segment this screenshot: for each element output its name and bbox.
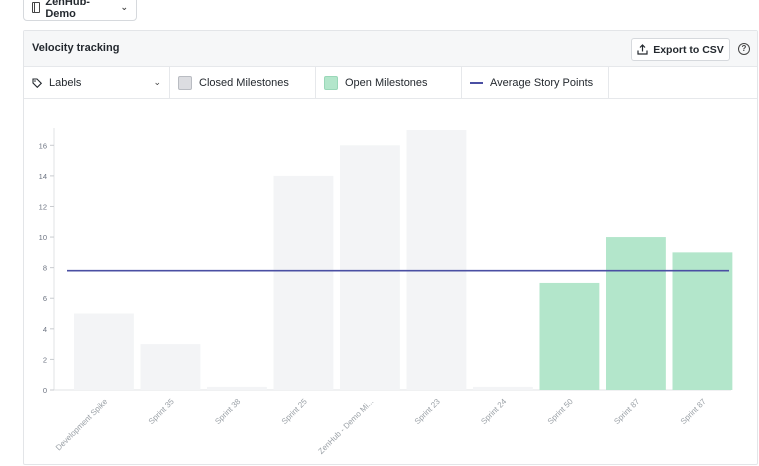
x-tick-label: Sprint 23 [413,397,442,426]
legend-closed-label: Closed Milestones [199,76,289,89]
bar-closed-milestone [406,130,467,390]
x-tick-label: Sprint 87 [612,397,641,426]
y-tick-label: 12 [39,202,47,211]
x-tick-label: Development Spike [54,397,110,453]
x-tick-label: Sprint 87 [679,397,708,426]
book-icon [32,2,41,13]
repo-selector-button[interactable]: ZenHub-Demo ⌄ [23,0,137,21]
x-tick-label: Sprint 35 [147,397,176,426]
x-tick-label: Sprint 25 [280,397,309,426]
export-csv-label: Export to CSV [653,43,724,56]
legend-open-milestones[interactable]: Open Milestones [316,67,462,98]
legend-open-label: Open Milestones [345,76,428,89]
y-tick-label: 10 [39,233,47,242]
chevron-down-icon: ⌄ [153,77,161,87]
y-tick-label: 16 [39,141,47,150]
help-icon[interactable]: ? [738,43,750,55]
open-swatch [324,75,338,90]
average-line-swatch [470,81,483,84]
y-tick-label: 2 [43,355,47,364]
y-tick-label: 14 [39,172,47,181]
x-tick-label: Sprint 50 [546,397,575,426]
bar-closed-milestone [74,313,134,390]
x-tick-label: Sprint 38 [213,397,242,426]
labels-filter-label: Labels [49,76,82,89]
panel-title: Velocity tracking [32,42,120,54]
chevron-down-icon: ⌄ [120,2,128,12]
bar-open-milestone [539,282,600,390]
legend-average-label: Average Story Points [490,76,594,89]
x-tick-label: ZenHub - Demo Mi... [316,397,375,456]
legend-closed-milestones[interactable]: Closed Milestones [170,67,316,98]
repo-selector-label: ZenHub-Demo [45,0,90,20]
tag-icon [32,77,42,88]
y-tick-label: 4 [43,325,47,334]
y-tick-label: 6 [43,294,47,303]
legend-average-story-points[interactable]: Average Story Points [462,67,609,98]
bar-closed-milestone [273,175,334,390]
bar-closed-milestone [207,386,267,390]
y-tick-label: 8 [43,264,47,273]
panel-header: Velocity tracking Export to CSV ? [24,31,757,67]
bar-closed-milestone [473,386,533,390]
labels-filter-dropdown[interactable]: Labels ⌄ [24,67,170,98]
closed-swatch [178,75,192,90]
x-tick-label: Sprint 24 [479,397,508,426]
bar-open-milestone [672,252,733,390]
export-csv-button[interactable]: Export to CSV [631,38,730,61]
bar-closed-milestone [140,344,201,390]
bar-open-milestone [606,237,666,390]
legend-bar: Labels ⌄ Closed Milestones Open Mileston… [24,67,757,99]
bar-closed-milestone [340,145,400,390]
upload-icon [637,44,648,55]
y-tick-label: 0 [43,386,47,395]
